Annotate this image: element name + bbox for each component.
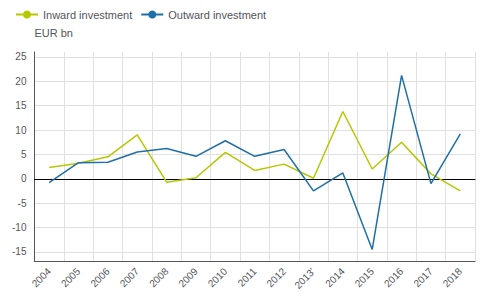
svg-text:10: 10 xyxy=(15,125,27,136)
svg-text:2009: 2009 xyxy=(176,265,200,289)
svg-text:5: 5 xyxy=(21,149,27,160)
svg-text:-10: -10 xyxy=(12,222,27,233)
svg-text:2015: 2015 xyxy=(353,265,377,289)
svg-text:Outward investment: Outward investment xyxy=(168,9,266,21)
svg-text:2017: 2017 xyxy=(411,265,435,289)
svg-text:15: 15 xyxy=(15,100,27,111)
svg-text:2004: 2004 xyxy=(30,265,54,289)
svg-text:2011: 2011 xyxy=(236,265,259,288)
svg-text:2012: 2012 xyxy=(264,265,288,289)
svg-text:EUR bn: EUR bn xyxy=(34,27,73,39)
svg-text:Inward investment: Inward investment xyxy=(43,9,132,21)
svg-text:-15: -15 xyxy=(12,246,27,257)
svg-text:2013’: 2013’ xyxy=(292,266,317,291)
svg-text:2014: 2014 xyxy=(323,265,347,289)
svg-text:2018: 2018 xyxy=(441,265,465,289)
svg-text:0: 0 xyxy=(21,173,27,184)
svg-text:2016: 2016 xyxy=(382,265,406,289)
svg-text:2010: 2010 xyxy=(206,265,230,289)
svg-text:2006: 2006 xyxy=(88,265,112,289)
svg-text:20: 20 xyxy=(15,76,27,87)
svg-text:25: 25 xyxy=(15,51,27,62)
svg-text:-5: -5 xyxy=(18,198,27,209)
svg-text:2008: 2008 xyxy=(147,265,171,289)
svg-text:2007: 2007 xyxy=(118,265,142,289)
svg-text:2005: 2005 xyxy=(59,265,83,289)
